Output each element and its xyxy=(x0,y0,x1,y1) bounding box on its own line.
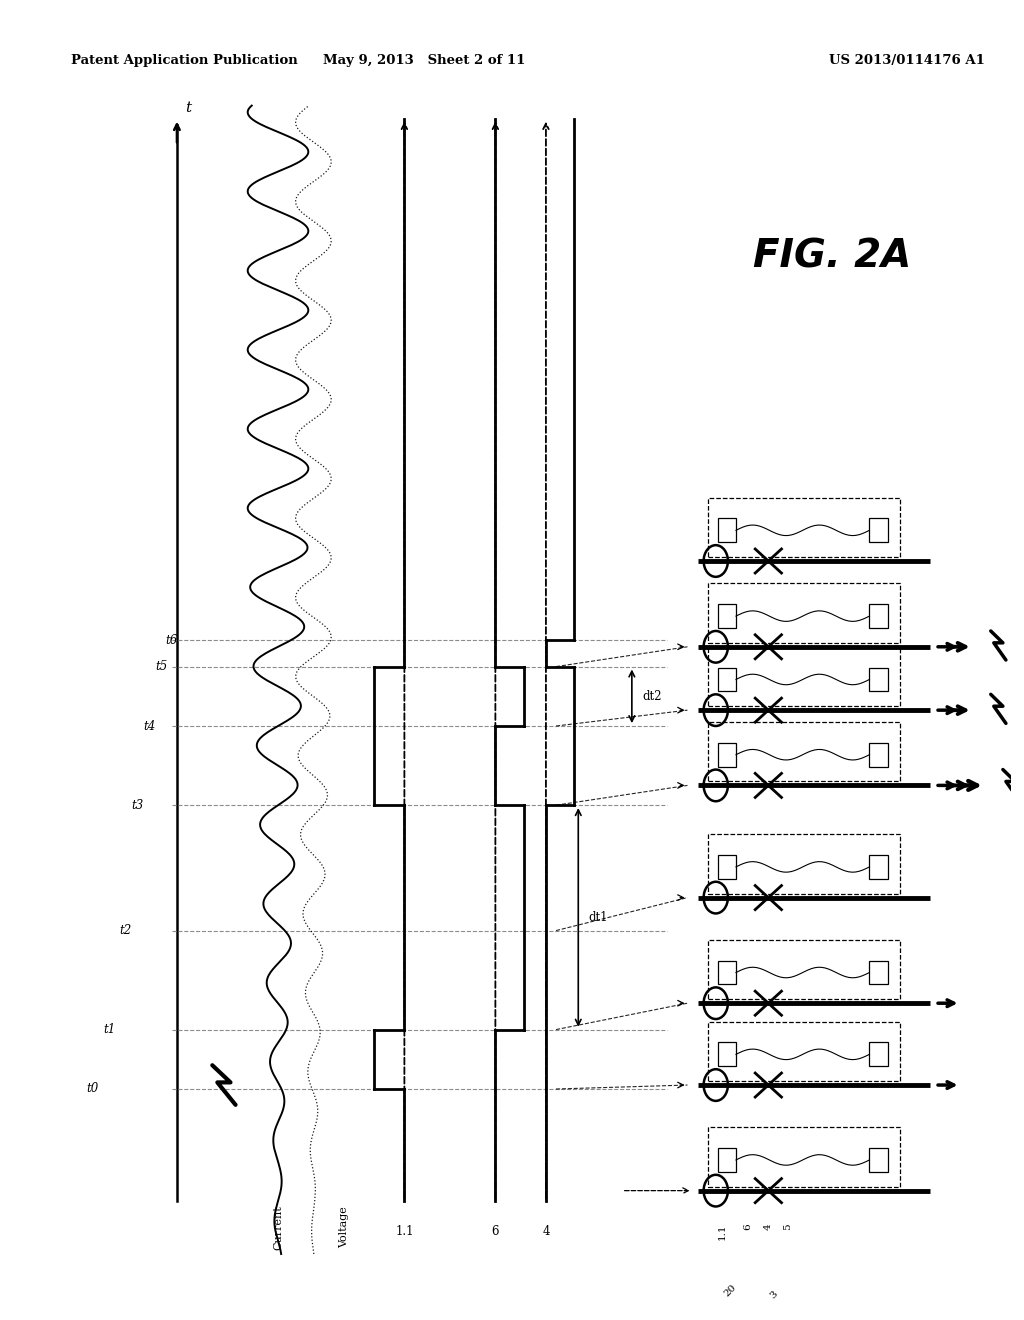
Bar xyxy=(718,855,736,879)
Bar xyxy=(718,1043,736,1067)
Bar xyxy=(718,961,736,985)
Text: dt1: dt1 xyxy=(589,911,608,924)
Text: US 2013/0114176 A1: US 2013/0114176 A1 xyxy=(829,54,985,67)
Text: FIG. 2A: FIG. 2A xyxy=(754,238,911,276)
Text: 20: 20 xyxy=(723,1283,738,1299)
Text: 4: 4 xyxy=(542,1225,550,1238)
Bar xyxy=(708,722,900,781)
Bar xyxy=(869,855,888,879)
Bar xyxy=(869,605,888,628)
Bar xyxy=(718,668,736,692)
Bar xyxy=(869,519,888,543)
Bar xyxy=(708,647,900,706)
Bar xyxy=(869,1148,888,1172)
Text: t2: t2 xyxy=(119,924,131,937)
Text: t1: t1 xyxy=(103,1023,116,1036)
Text: Patent Application Publication: Patent Application Publication xyxy=(71,54,298,67)
Text: 6: 6 xyxy=(492,1225,499,1238)
Text: Current: Current xyxy=(273,1205,283,1250)
Text: t0: t0 xyxy=(86,1082,98,1096)
Bar xyxy=(869,961,888,985)
Text: t: t xyxy=(185,100,191,115)
Bar xyxy=(708,834,900,894)
Bar xyxy=(869,1043,888,1067)
Text: 5: 5 xyxy=(783,1224,793,1230)
Bar xyxy=(718,519,736,543)
Text: t3: t3 xyxy=(131,799,143,812)
Text: 6: 6 xyxy=(743,1224,752,1230)
Bar xyxy=(708,1022,900,1081)
Bar xyxy=(718,743,736,767)
Bar xyxy=(869,743,888,767)
Bar xyxy=(708,940,900,999)
Text: 4: 4 xyxy=(763,1224,772,1230)
Text: 1.1: 1.1 xyxy=(718,1224,727,1241)
Bar xyxy=(718,1148,736,1172)
Text: t4: t4 xyxy=(143,719,156,733)
Text: May 9, 2013   Sheet 2 of 11: May 9, 2013 Sheet 2 of 11 xyxy=(324,54,525,67)
Text: t5: t5 xyxy=(156,660,168,673)
Text: dt2: dt2 xyxy=(642,690,662,702)
Text: t6: t6 xyxy=(166,634,178,647)
Bar xyxy=(708,1127,900,1187)
Bar xyxy=(869,668,888,692)
Bar xyxy=(708,498,900,557)
Bar xyxy=(718,605,736,628)
Bar xyxy=(708,583,900,643)
Text: 1.1: 1.1 xyxy=(395,1225,414,1238)
Text: Voltage: Voltage xyxy=(339,1206,349,1249)
Text: 3: 3 xyxy=(768,1290,779,1300)
